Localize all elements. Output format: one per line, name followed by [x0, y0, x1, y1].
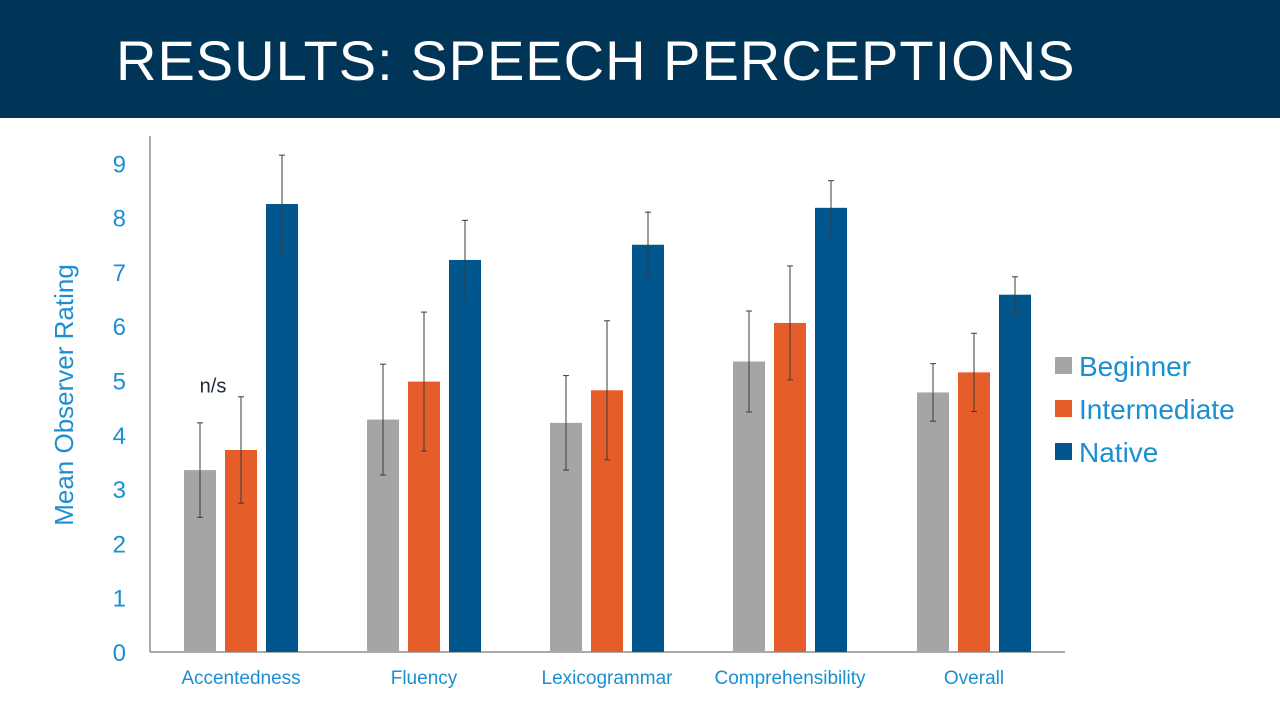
x-tick-labels: Accentedness Fluency Lexicogrammar Comprehe…: [181, 668, 1004, 689]
bar-native-comprehensibility: [815, 207, 847, 653]
x-tick-label: Fluency: [391, 668, 458, 689]
y-axis-label: Mean Observer Rating: [49, 264, 79, 526]
legend-swatch-intermediate: [1055, 400, 1072, 417]
legend-swatch-beginner: [1055, 357, 1072, 374]
x-tick-label: Lexicogrammar: [542, 668, 674, 689]
legend-label-native: Native: [1079, 437, 1158, 468]
y-tick-label: 7: [113, 260, 126, 287]
legend-swatch-native: [1055, 443, 1072, 460]
chart-bars: [184, 204, 1031, 653]
annotation-ns: n/s: [200, 376, 227, 398]
legend-label-intermediate: Intermediate: [1079, 394, 1235, 425]
y-tick-label: 4: [113, 423, 126, 450]
bar-native-accentedness: [266, 204, 298, 652]
x-tick-label: Accentedness: [181, 668, 300, 689]
legend-label-beginner: Beginner: [1079, 351, 1191, 382]
bar-intermediate-overall: [958, 372, 990, 652]
chart-annotations: n/s: [200, 376, 227, 398]
y-tick-label: 0: [113, 640, 126, 667]
y-tick-label: 3: [113, 477, 126, 504]
y-tick-label: 1: [113, 586, 126, 613]
slide-title: RESULTS: SPEECH PERCEPTIONS: [116, 29, 1076, 92]
y-tick-label: 6: [113, 314, 126, 341]
bar-native-lexicogrammar: [632, 244, 664, 652]
x-tick-label: Overall: [944, 668, 1004, 689]
y-tick-label: 8: [113, 206, 126, 233]
x-tick-label: Comprehensibility: [714, 668, 866, 689]
bar-beginner-overall: [917, 392, 949, 652]
y-tick-labels: 0 1 2 3 4 5 6 7 8 9: [113, 151, 126, 667]
bar-native-overall: [999, 294, 1031, 652]
y-tick-label: 2: [113, 531, 126, 558]
title-bar: RESULTS: SPEECH PERCEPTIONS: [0, 0, 1280, 118]
bar-native-fluency: [449, 259, 481, 652]
error-bars: [197, 154, 1018, 518]
legend: Beginner Intermediate Native: [1055, 351, 1235, 468]
y-tick-label: 5: [113, 369, 126, 396]
y-tick-label: 9: [113, 151, 126, 178]
